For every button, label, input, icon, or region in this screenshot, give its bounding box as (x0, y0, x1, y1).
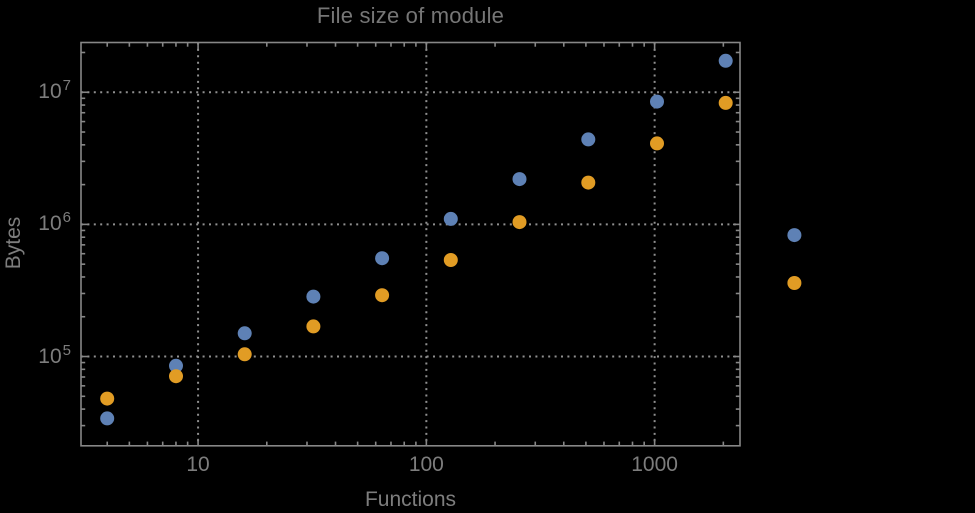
data-point-orange (375, 288, 390, 303)
data-point-blue (718, 53, 733, 68)
data-point-blue (443, 211, 458, 226)
data-point-orange (581, 175, 596, 190)
data-point-orange (718, 95, 733, 110)
x-tick-label: 100 (408, 453, 444, 476)
data-point-blue (237, 326, 252, 341)
data-point-orange (306, 319, 321, 334)
data-point-blue (787, 228, 802, 243)
y-tick-label: 105 (38, 341, 71, 368)
data-point-blue (306, 289, 321, 304)
data-point-orange (512, 215, 527, 230)
chart-title: File size of module (316, 3, 505, 28)
data-point-blue (650, 94, 664, 109)
data-point-blue (100, 411, 115, 426)
data-point-orange (237, 347, 252, 362)
x-tick-label: 10 (186, 453, 210, 476)
data-point-blue (375, 251, 390, 266)
data-point-blue (512, 172, 527, 187)
data-point-blue (169, 358, 183, 373)
plot-frame (80, 41, 741, 447)
y-axis-label: Bytes (2, 216, 25, 270)
data-point-orange (787, 276, 802, 290)
data-point-orange (169, 369, 183, 384)
data-point-orange (100, 391, 115, 406)
x-tick-label: 1000 (631, 453, 678, 476)
y-tick-label: 106 (38, 209, 71, 236)
y-tick-label: 107 (38, 77, 71, 104)
x-axis-label: Functions (364, 488, 457, 511)
data-point-orange (650, 136, 664, 151)
data-point-blue (581, 132, 596, 147)
data-point-orange (443, 253, 458, 267)
